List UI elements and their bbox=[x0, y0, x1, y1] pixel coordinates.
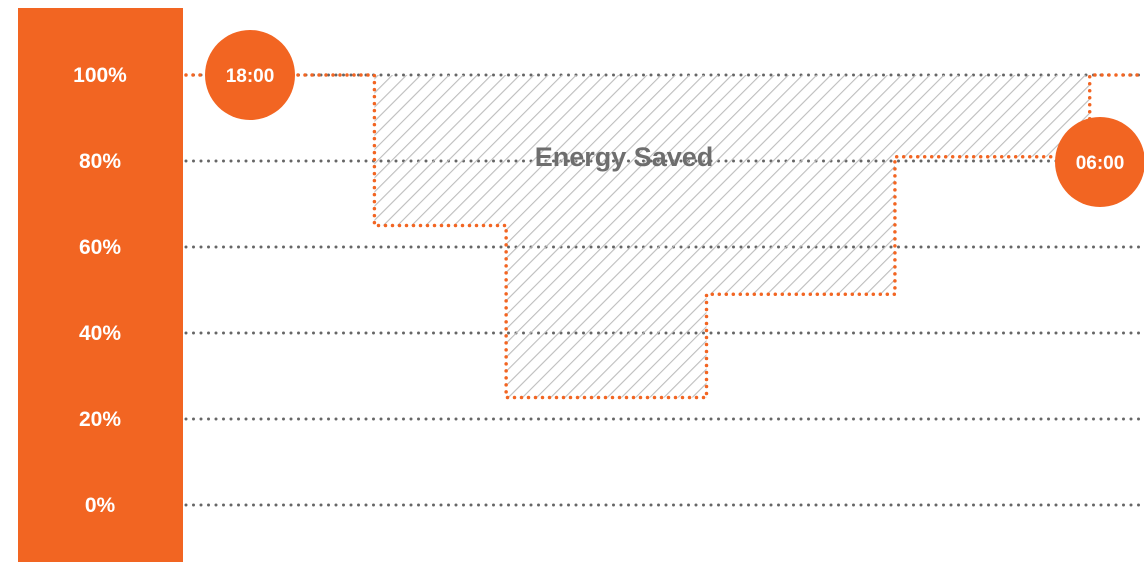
energy-saved-area bbox=[186, 75, 1144, 398]
y-tick-label: 0% bbox=[85, 494, 116, 517]
energy-saved-annotation: Energy Saved bbox=[535, 142, 714, 172]
y-tick-label: 20% bbox=[79, 408, 121, 431]
y-tick-label: 60% bbox=[79, 236, 121, 259]
start-time-badge bbox=[205, 30, 295, 120]
y-tick-label: 100% bbox=[73, 64, 127, 87]
y-tick-label: 40% bbox=[79, 322, 121, 345]
energy-saved-area-layer bbox=[186, 75, 1144, 398]
series-layer bbox=[184, 73, 1144, 400]
end-time-label: 06:00 bbox=[1076, 153, 1125, 174]
y-tick-labels: 0% 20% 40% 60% 80% 100% bbox=[73, 64, 127, 517]
y-tick-label: 80% bbox=[79, 150, 121, 173]
y-axis-band bbox=[18, 8, 183, 562]
end-time-badge bbox=[1055, 117, 1144, 207]
series-line bbox=[184, 73, 1144, 400]
start-time-label: 18:00 bbox=[226, 66, 275, 87]
badges: 18:00 06:00 bbox=[205, 30, 1144, 207]
